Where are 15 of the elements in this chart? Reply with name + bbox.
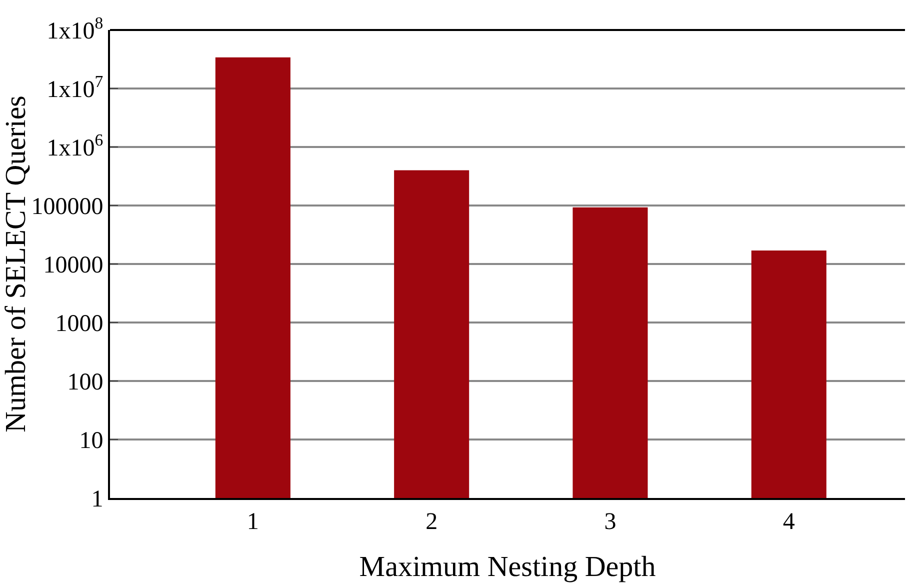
y-tick-label: 100000 — [31, 194, 104, 220]
x-axis-title: Maximum Nesting Depth — [359, 551, 656, 583]
y-tick-label: 10 — [79, 428, 104, 454]
y-tick-label: 100 — [67, 369, 104, 396]
y-tick-label: 1000 — [55, 310, 104, 337]
x-tick-label: 4 — [782, 508, 795, 535]
y-tick-label: 1x10$^{7}$ — [46, 72, 104, 103]
y-tick-label: 10000 — [43, 252, 104, 278]
x-tick-label: 3 — [604, 508, 616, 535]
y-tick-label: 1x10$^{6}$ — [46, 130, 104, 162]
y-axis-title: Number of SELECT Queries — [0, 96, 32, 432]
y-tick-label: 1x10$^{8}$ — [46, 13, 104, 44]
y-tick-label: 1 — [91, 486, 104, 512]
x-tick-label: 2 — [426, 508, 438, 535]
x-tick-label: 1 — [246, 508, 259, 535]
